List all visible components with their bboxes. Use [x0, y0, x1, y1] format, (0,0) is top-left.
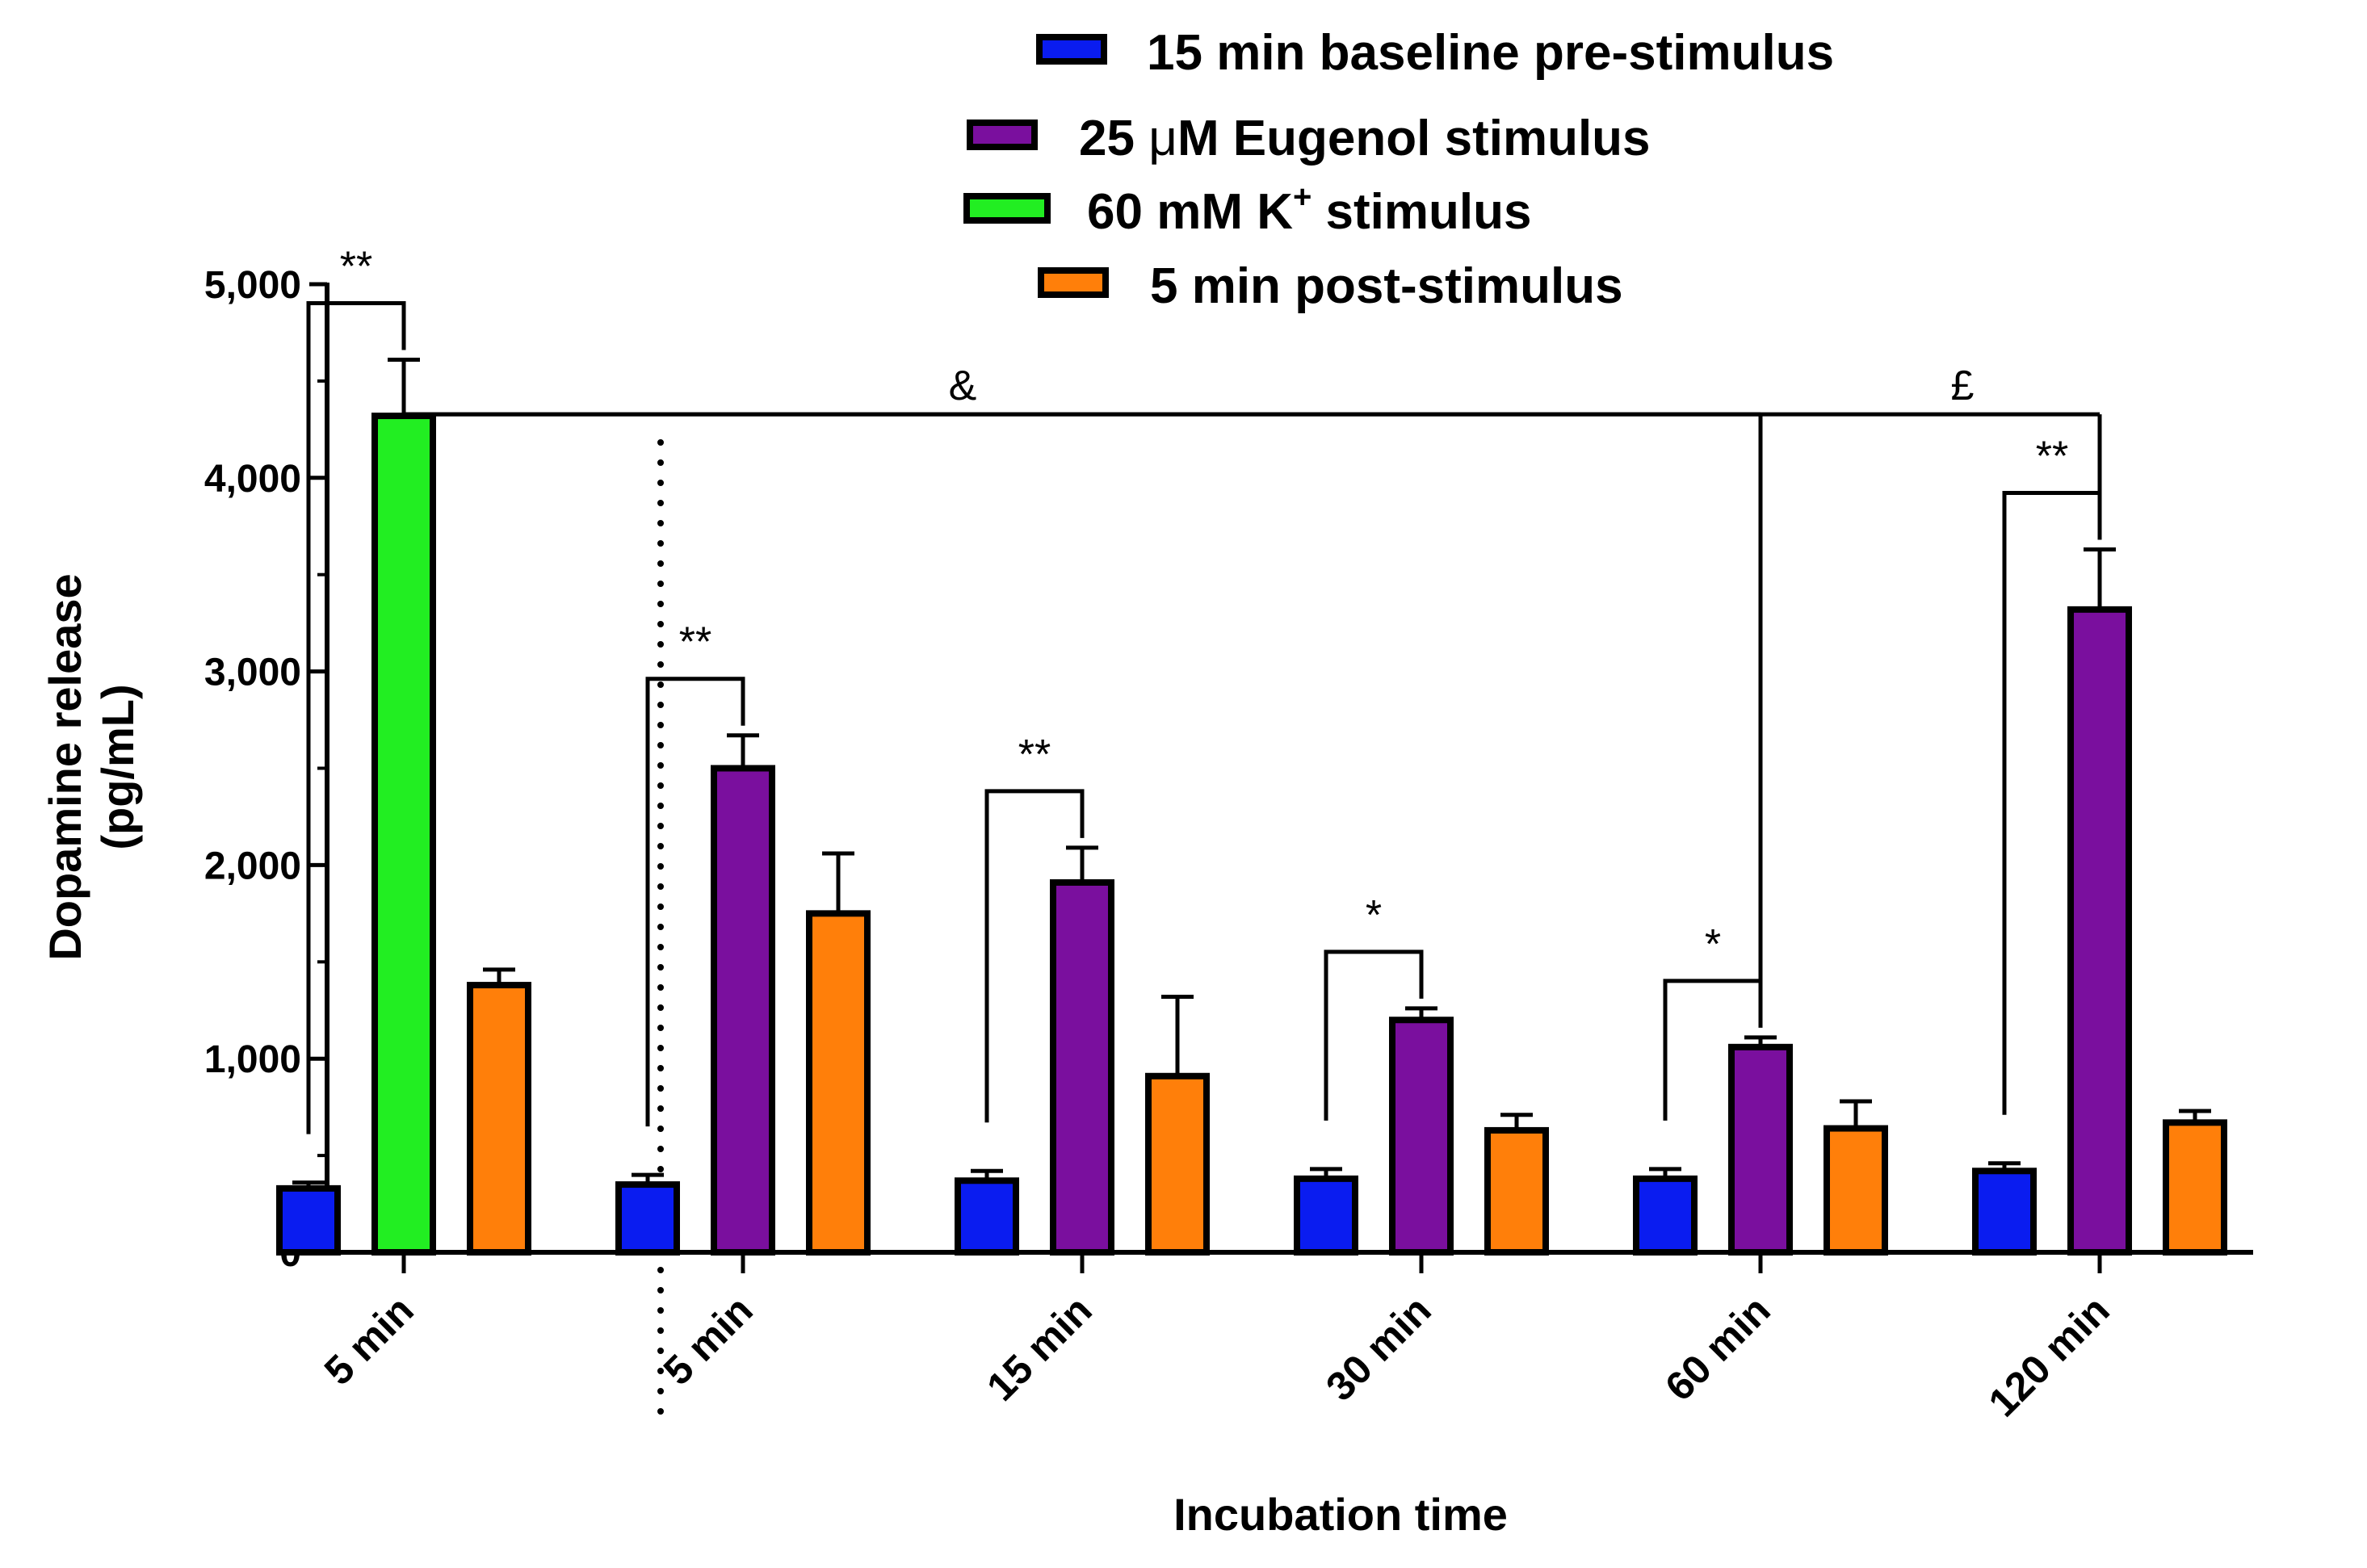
x-category-label: 5 min [655, 1287, 762, 1394]
x-category-label: 30 min [1317, 1287, 1440, 1410]
legend-swatch-baseline [1036, 34, 1107, 65]
bar-eugenol [1389, 1017, 1454, 1256]
significance-bracket [645, 677, 745, 1127]
significance-bracket [1324, 950, 1424, 1121]
bar-baseline [1633, 1175, 1698, 1256]
x-category-label: 60 min [1656, 1287, 1779, 1410]
significance-annotations: **********& £ [306, 244, 2102, 1134]
bar-baseline [955, 1177, 1019, 1256]
legend-label-baseline: 15 min baseline pre-stimulus [1147, 25, 1834, 81]
legend-swatch-post [1038, 267, 1109, 298]
legend-label-post: 5 min post-stimulus [1150, 258, 1623, 314]
legend-swatch-eugenol [967, 119, 1038, 150]
significance-label: * [1705, 921, 1721, 968]
x-category-label: 15 min [978, 1287, 1101, 1410]
bar-post [1824, 1125, 1888, 1256]
y-tick-label: 4,000 [204, 458, 301, 501]
bar-post [1145, 1072, 1210, 1256]
x-axis-title: Incubation time [1173, 1489, 1508, 1540]
bar-eugenol [2067, 606, 2132, 1256]
bar-post [806, 910, 871, 1256]
long-bracket-label: & [949, 363, 977, 409]
y-tick-label: 3,000 [204, 652, 301, 694]
significance-bracket [984, 789, 1085, 1123]
bar-post [1484, 1126, 1549, 1256]
bar-baseline [615, 1181, 680, 1256]
bar-post [467, 982, 531, 1256]
x-category-label: 120 min [1980, 1287, 2118, 1425]
legend: 15 min baseline pre-stimulus 25 μM Eugeno… [963, 25, 1834, 314]
y-tick-label: 1,000 [204, 1038, 301, 1081]
y-axis-unit: (pg/mL) [92, 684, 143, 849]
long-bracket-label: £ [1951, 363, 1975, 409]
bar-eugenol [1050, 878, 1114, 1256]
significance-bracket [306, 301, 406, 1134]
legend-label-k: 60 mM K+ stimulus [1087, 179, 1532, 240]
bar-baseline [1972, 1168, 2037, 1256]
bar-baseline [276, 1184, 341, 1256]
bar-k [371, 413, 436, 1256]
y-tick-label: 5,000 [204, 264, 301, 307]
bar-post [2163, 1119, 2227, 1256]
bar-eugenol [711, 765, 775, 1256]
significance-label: ** [679, 619, 711, 666]
x-category-label: 5 min [316, 1287, 422, 1394]
legend-swatch-k [963, 193, 1051, 224]
significance-label: ** [340, 244, 372, 291]
bar-baseline [1294, 1175, 1358, 1256]
bars [276, 358, 2227, 1256]
y-axis-title: Dopamine release [40, 573, 90, 960]
significance-label: * [1366, 892, 1382, 939]
y-tick-label: 2,000 [204, 845, 301, 887]
bar-eugenol [1728, 1043, 1793, 1256]
significance-label: ** [2036, 434, 2068, 480]
legend-label-eugenol: 25 μM Eugenol stimulus [1079, 111, 1651, 166]
significance-label: ** [1018, 732, 1051, 778]
